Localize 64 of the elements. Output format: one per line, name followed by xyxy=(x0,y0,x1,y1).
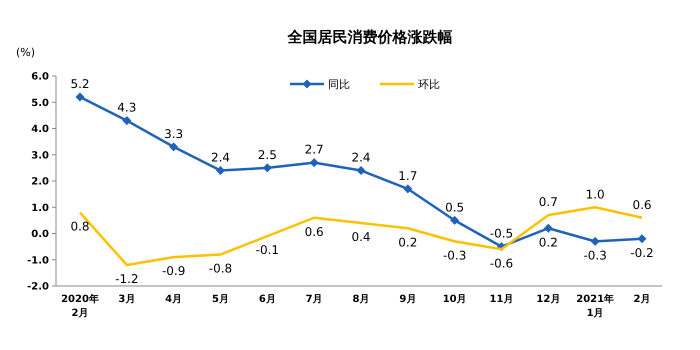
data-label: 0.5 xyxy=(445,200,464,214)
point xyxy=(638,234,646,244)
data-label: 0.6 xyxy=(304,224,324,239)
y-tick-label: 5.0 xyxy=(31,98,50,109)
data-label: -0.3 xyxy=(583,248,607,262)
y-tick-label: -2.0 xyxy=(27,282,50,292)
data-label: 5.2 xyxy=(70,77,90,91)
data-label: 1.0 xyxy=(586,187,605,202)
data-label: -0.3 xyxy=(442,248,466,262)
y-tick-label: 4.0 xyxy=(31,124,50,135)
point xyxy=(544,224,553,233)
legend-label: 环比 xyxy=(418,78,440,91)
data-label: -0.5 xyxy=(490,226,514,241)
legend-label: 同比 xyxy=(328,78,350,91)
data-label: 0.8 xyxy=(70,220,90,234)
data-label: 2.7 xyxy=(304,142,324,157)
x-tick-label: 8月 xyxy=(352,294,370,305)
point xyxy=(356,166,366,175)
point xyxy=(76,92,84,102)
data-label: 1.7 xyxy=(398,168,418,183)
data-label: -0.2 xyxy=(630,246,654,260)
chart-title: 全国居民消费价格涨跌幅 xyxy=(286,28,452,46)
point xyxy=(403,184,412,194)
y-tick-label: 1.0 xyxy=(31,202,50,214)
x-tick-label: 4月 xyxy=(165,294,182,305)
x-tick-label: 11月 xyxy=(490,294,514,305)
data-label: -0.9 xyxy=(162,264,186,278)
x-tick-label: 7月 xyxy=(306,294,323,305)
x-tick-label: 5月 xyxy=(212,294,229,305)
y-tick-label: 6.0 xyxy=(31,72,50,82)
y-axis-title: (%) xyxy=(16,46,36,59)
data-label: 0.2 xyxy=(538,235,558,250)
y-tick-label: -1.0 xyxy=(27,255,50,266)
x-tick-label: 10月 xyxy=(442,294,467,305)
data-label: 4.3 xyxy=(117,100,136,115)
data-label: 3.3 xyxy=(164,126,184,141)
data-label: 0.7 xyxy=(538,195,558,210)
data-label: 0.6 xyxy=(632,198,652,212)
data-label: 2.4 xyxy=(351,150,371,164)
point xyxy=(216,166,225,175)
data-label: 0.2 xyxy=(398,235,418,250)
point xyxy=(122,116,132,126)
point xyxy=(169,142,178,152)
x-tick-label: 3月 xyxy=(118,294,136,305)
point xyxy=(310,158,319,168)
data-label: 0.4 xyxy=(351,230,371,244)
data-label: 2.4 xyxy=(210,150,230,164)
data-label: -1.2 xyxy=(115,272,139,286)
y-tick-label: 0.0 xyxy=(31,229,50,240)
point xyxy=(262,163,272,172)
data-label: -0.8 xyxy=(208,262,232,276)
data-label: -0.1 xyxy=(256,243,280,258)
point xyxy=(590,236,600,246)
y-tick-label: 3.0 xyxy=(31,150,50,162)
x-tick-label: 12月 xyxy=(536,294,560,305)
x-tick-label: 2020年 2月 xyxy=(61,293,99,319)
point xyxy=(450,216,460,225)
data-label: -0.6 xyxy=(490,256,514,270)
data-label: 2.5 xyxy=(258,148,277,162)
y-tick-label: 2.0 xyxy=(31,176,50,188)
x-tick-label: 2月 xyxy=(634,294,650,305)
x-tick-label: 2021年 1月 xyxy=(576,293,614,319)
x-tick-label: 9月 xyxy=(399,294,416,305)
x-tick-label: 6月 xyxy=(258,294,276,305)
